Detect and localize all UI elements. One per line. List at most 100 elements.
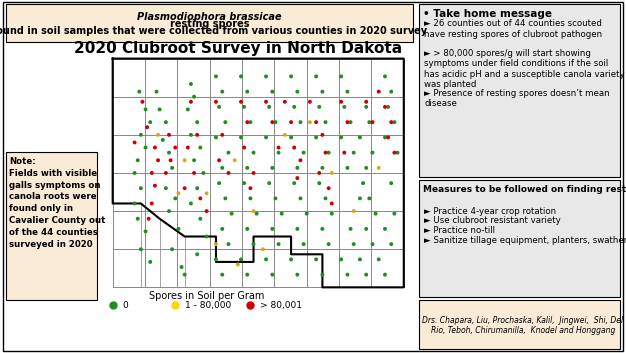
Point bbox=[177, 264, 187, 270]
Point bbox=[136, 132, 146, 138]
Point bbox=[346, 226, 356, 232]
Point bbox=[164, 150, 174, 155]
Point bbox=[349, 208, 359, 214]
Point bbox=[321, 150, 331, 155]
Text: resting spores: resting spores bbox=[170, 19, 249, 29]
Point bbox=[295, 157, 305, 163]
Point bbox=[389, 211, 399, 216]
Point bbox=[289, 104, 299, 110]
Point bbox=[317, 132, 327, 138]
Point bbox=[252, 211, 262, 216]
Point bbox=[264, 180, 274, 186]
Point bbox=[186, 99, 196, 104]
Text: Drs. Chapara, Liu, Prochaska, Kalil,  Jingwei,  Shi, Del
Rio, Teboh, Chirumanill: Drs. Chapara, Liu, Prochaska, Kalil, Jin… bbox=[422, 316, 623, 335]
Point bbox=[299, 241, 309, 247]
Point bbox=[264, 104, 274, 110]
Point bbox=[261, 73, 271, 79]
Point bbox=[137, 99, 148, 104]
Text: found in soil samples that were collected from various counties in 2020 survey: found in soil samples that were collecte… bbox=[0, 26, 428, 36]
Point bbox=[239, 104, 249, 110]
Point bbox=[349, 241, 359, 247]
Text: ► Sanitize tillage equipment, planters, swathers, combines etc.: ► Sanitize tillage equipment, planters, … bbox=[424, 236, 626, 245]
Point bbox=[136, 246, 146, 252]
Text: Note:
Fields with visible
galls symptoms on
canola roots were
found only in
Cava: Note: Fields with visible galls symptoms… bbox=[9, 157, 106, 249]
Point bbox=[220, 119, 230, 125]
Point bbox=[130, 170, 140, 176]
Point bbox=[355, 134, 365, 140]
Point bbox=[242, 165, 252, 171]
FancyBboxPatch shape bbox=[6, 4, 413, 42]
Point bbox=[214, 104, 224, 110]
Point bbox=[217, 226, 227, 232]
Point bbox=[150, 183, 160, 189]
Point bbox=[305, 119, 315, 125]
Point bbox=[267, 89, 277, 95]
Text: Spores in Soil per Gram: Spores in Soil per Gram bbox=[149, 291, 264, 301]
Point bbox=[211, 99, 221, 104]
Point bbox=[324, 150, 334, 155]
Point bbox=[140, 229, 151, 234]
Point bbox=[321, 119, 331, 125]
Point bbox=[236, 99, 246, 104]
Point bbox=[186, 132, 196, 138]
Point bbox=[324, 185, 334, 191]
Point bbox=[249, 170, 259, 176]
Point bbox=[367, 150, 377, 155]
Point bbox=[336, 73, 346, 79]
Text: ► 26 counties out of 44 counties scouted have resting spores of clubroot pathoge: ► 26 counties out of 44 counties scouted… bbox=[424, 19, 603, 39]
Text: ► Practice no-till: ► Practice no-till bbox=[424, 226, 495, 235]
Point bbox=[339, 104, 349, 110]
Point bbox=[274, 145, 284, 150]
Point bbox=[339, 150, 349, 155]
Point bbox=[153, 157, 163, 163]
Point bbox=[292, 272, 302, 277]
Point bbox=[211, 257, 221, 262]
Point bbox=[327, 170, 337, 176]
Point bbox=[236, 134, 246, 140]
Point bbox=[220, 196, 230, 201]
Point bbox=[202, 191, 212, 196]
Point bbox=[277, 211, 287, 216]
Point bbox=[261, 134, 271, 140]
Point bbox=[292, 165, 302, 171]
Point bbox=[133, 157, 143, 163]
Point bbox=[167, 165, 177, 171]
Point bbox=[186, 201, 196, 206]
Point bbox=[183, 145, 193, 150]
Point bbox=[189, 170, 199, 176]
Point bbox=[242, 89, 252, 95]
Point bbox=[292, 226, 302, 232]
Point bbox=[161, 170, 171, 176]
Point bbox=[342, 119, 352, 125]
Point bbox=[217, 165, 227, 171]
Point bbox=[349, 150, 359, 155]
Point bbox=[170, 145, 180, 150]
Point bbox=[380, 272, 390, 277]
Point bbox=[295, 119, 305, 125]
Point bbox=[158, 137, 168, 143]
Point bbox=[274, 150, 284, 155]
Point bbox=[380, 226, 390, 232]
Point bbox=[274, 241, 284, 247]
Point bbox=[189, 157, 199, 163]
Point bbox=[145, 259, 155, 265]
Point bbox=[367, 119, 377, 125]
Text: ► Presence of resting spores doesn’t mean disease: ► Presence of resting spores doesn’t mea… bbox=[424, 89, 610, 108]
Point bbox=[223, 170, 233, 176]
Point bbox=[151, 89, 162, 95]
Point bbox=[327, 201, 337, 206]
Point bbox=[161, 185, 171, 191]
Point bbox=[289, 145, 299, 150]
Point bbox=[167, 246, 177, 252]
Point bbox=[146, 170, 156, 176]
Point bbox=[180, 157, 190, 163]
Point bbox=[242, 226, 252, 232]
Point bbox=[324, 241, 334, 247]
Point bbox=[302, 211, 312, 216]
Point bbox=[195, 196, 205, 201]
Point bbox=[361, 272, 371, 277]
Point bbox=[192, 119, 202, 125]
Point bbox=[267, 165, 277, 171]
Point bbox=[217, 272, 227, 277]
Point bbox=[130, 140, 140, 145]
